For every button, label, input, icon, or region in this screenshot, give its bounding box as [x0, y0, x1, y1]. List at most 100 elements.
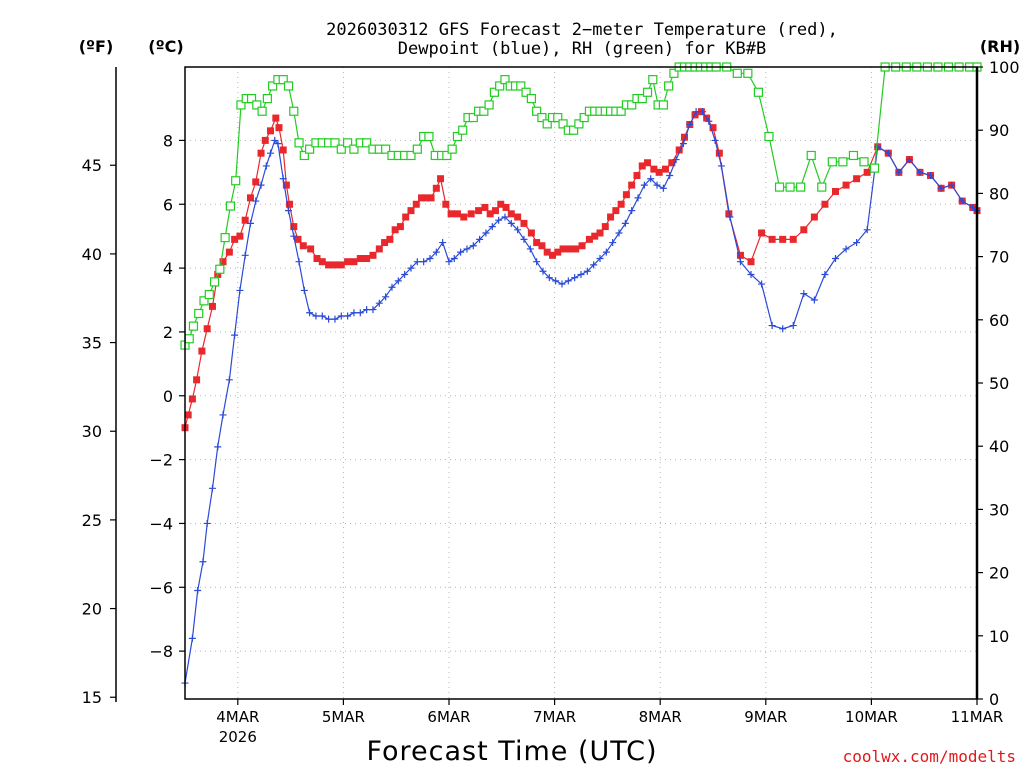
rh-point	[246, 93, 257, 104]
rh-point	[658, 100, 668, 110]
fahrenheit-tick-label: 35	[82, 334, 102, 353]
rh-point	[215, 264, 225, 274]
temperature-point	[475, 207, 483, 215]
temperature-point	[565, 245, 573, 253]
dewpoint-point	[318, 312, 326, 320]
temperature-point	[507, 210, 515, 218]
rh-point	[362, 138, 372, 148]
temperature-point	[275, 124, 283, 132]
temperature-point	[246, 194, 254, 202]
temperature-point	[307, 245, 315, 253]
temperature-point	[363, 255, 371, 263]
dewpoint-point	[382, 293, 390, 301]
dewpoint-point	[401, 270, 409, 278]
rh-point	[305, 144, 315, 154]
dewpoint-point	[539, 267, 547, 275]
fahrenheit-axis-unit: (ºF)	[79, 37, 114, 56]
temperature-point	[842, 181, 850, 189]
temperature-point	[768, 235, 776, 243]
rh-tick-label: 70	[989, 248, 1009, 267]
temperature-point	[601, 223, 609, 231]
dewpoint-point	[672, 156, 680, 164]
temperature-point	[225, 248, 233, 256]
celsius-tick-label: 4	[163, 259, 173, 278]
dewpoint-point	[246, 219, 254, 227]
rh-point	[252, 100, 262, 110]
celsius-tick-label: −4	[149, 514, 173, 533]
temperature-point	[252, 178, 260, 186]
dewpoint-point	[789, 322, 797, 330]
rh-point	[827, 157, 837, 167]
fahrenheit-tick-label: 45	[82, 156, 102, 175]
x-tick-label: 11MAR	[951, 708, 1004, 726]
temperature-point	[344, 258, 352, 266]
temperature-point	[356, 255, 364, 263]
x-tick-label: 9MAR	[744, 708, 787, 726]
dewpoint-point	[279, 175, 287, 183]
rh-point	[838, 157, 848, 167]
dewpoint-point	[463, 245, 471, 253]
dewpoint-point	[208, 484, 216, 492]
temperature-point	[736, 251, 744, 259]
rh-point	[204, 289, 214, 300]
temperature-point	[638, 162, 646, 170]
temperature-point	[661, 165, 669, 173]
dewpoint-point	[225, 376, 233, 384]
dewpoint-point	[290, 232, 298, 240]
temperature-point	[198, 347, 206, 355]
rh-point	[558, 119, 568, 129]
rh-point	[289, 106, 299, 116]
rh-point	[796, 182, 806, 192]
temperature-point	[193, 376, 201, 384]
dewpoint-point	[558, 280, 566, 288]
temperature-point	[325, 261, 333, 269]
rh-line	[184, 66, 977, 346]
dewpoint-point	[905, 156, 913, 164]
dewpoint-point	[717, 162, 725, 170]
temperature-point	[578, 242, 586, 250]
rh-point	[336, 144, 346, 154]
dewpoint-point	[331, 315, 339, 323]
temperature-point	[402, 213, 410, 221]
temperature-point	[810, 213, 818, 221]
dewpoint-point	[501, 213, 509, 221]
temperature-point	[554, 248, 562, 256]
rh-point	[447, 144, 457, 154]
rh-tick-label: 30	[989, 500, 1009, 519]
dewpoint-point	[344, 312, 352, 320]
rh-point	[424, 131, 434, 142]
temperature-point	[709, 124, 717, 132]
dewpoint-point	[679, 140, 687, 148]
dewpoint-point	[863, 226, 871, 234]
x-tick-label: 6MAR	[427, 708, 470, 726]
fahrenheit-tick-label: 15	[82, 688, 102, 707]
dewpoint-point	[262, 162, 270, 170]
rh-point	[209, 277, 220, 287]
dewpoint-point	[653, 181, 661, 189]
temperature-point	[299, 242, 307, 250]
rh-point	[257, 106, 267, 116]
dewpoint-point	[842, 245, 850, 253]
rh-point	[184, 334, 194, 344]
dewpoint-point	[476, 235, 484, 243]
celsius-tick-label: 6	[163, 195, 173, 214]
dewpoint-point	[295, 258, 303, 266]
celsius-tick-label: −8	[149, 642, 173, 661]
temperature-point	[267, 127, 275, 135]
temperature-point	[533, 239, 541, 247]
temperature-point	[418, 194, 426, 202]
temperature-point	[591, 232, 599, 240]
dewpoint-point	[958, 197, 966, 205]
chart-title-line1: 2026030312 GFS Forecast 2−meter Temperat…	[326, 20, 838, 40]
temperature-point	[427, 194, 435, 202]
rh-point	[489, 87, 500, 97]
rh-point	[848, 150, 859, 161]
temperature-point	[437, 175, 445, 183]
temperature-point	[655, 168, 663, 176]
temperature-point	[527, 229, 535, 237]
temperature-point	[396, 223, 404, 231]
series-rh	[180, 62, 982, 350]
rh-point	[442, 150, 452, 161]
rh-tick-label: 60	[989, 311, 1009, 330]
